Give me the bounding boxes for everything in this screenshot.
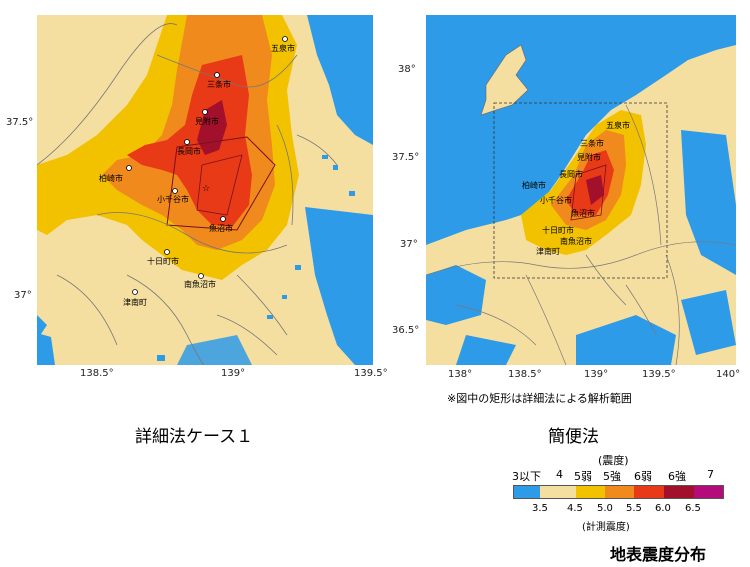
city-label-kashiwazaki: 柏崎市 xyxy=(522,181,546,190)
right-map-caption: 簡便法 xyxy=(548,427,599,447)
legend-boundary-4-5: 4.5 xyxy=(567,503,583,514)
city-label-sanjo: 三条市 xyxy=(580,139,604,148)
left-map-caption: 詳細法ケース１ xyxy=(135,427,254,447)
city-label-mitsuke: 見附市 xyxy=(577,153,601,162)
right-xtick-139: 139° xyxy=(584,369,609,380)
right-ytick-36-5: 36.5° xyxy=(392,325,420,336)
city-label-minamiuonuma: 南魚沼市 xyxy=(184,280,216,289)
right-xtick-139-5: 139.5° xyxy=(642,369,676,380)
legend-boundary-5-5: 5.5 xyxy=(626,503,642,514)
city-label-tokamachi: 十日町市 xyxy=(542,226,574,235)
legend-swatch-6-upper xyxy=(664,486,694,498)
legend-boundary-3-5: 3.5 xyxy=(532,503,548,514)
legend-measured-intensity-label: (計測震度) xyxy=(582,522,630,533)
city-label-nagaoka: 長岡市 xyxy=(559,170,583,179)
legend-swatch-5-lower xyxy=(576,486,605,498)
legend-swatch-5-upper xyxy=(605,486,634,498)
legend-boundary-5-0: 5.0 xyxy=(597,503,613,514)
city-label-tsunan: 津南町 xyxy=(123,298,147,307)
legend-color-bar xyxy=(513,485,724,499)
figure-title: 地表震度分布 xyxy=(610,545,707,564)
right-xtick-138-5: 138.5° xyxy=(508,369,542,380)
legend-label-6-upper: 6強 xyxy=(668,470,686,483)
legend-label-6-lower: 6弱 xyxy=(634,470,652,483)
legend-boundary-6-5: 6.5 xyxy=(685,503,701,514)
city-label-ojiya: 小千谷市 xyxy=(540,196,572,205)
legend-swatch-7 xyxy=(694,486,723,498)
city-label-ojiya: 小千谷市 xyxy=(157,195,189,204)
city-label-kashiwazaki: 柏崎市 xyxy=(99,174,123,183)
legend-swatch-3-or-less xyxy=(514,486,540,498)
legend-label-5-lower: 5弱 xyxy=(574,470,592,483)
left-xtick-139: 139° xyxy=(221,368,246,379)
city-label-gosen: 五泉市 xyxy=(271,44,295,53)
left-ytick-37-5: 37.5° xyxy=(6,117,34,128)
city-label-gosen: 五泉市 xyxy=(606,121,630,130)
right-ytick-37-5: 37.5° xyxy=(392,152,420,163)
legend-label-5-upper: 5強 xyxy=(603,470,621,483)
city-label-tokamachi: 十日町市 xyxy=(147,257,179,266)
left-ytick-37: 37° xyxy=(14,290,32,301)
city-label-mitsuke: 見附市 xyxy=(195,117,219,126)
svg-text:☆: ☆ xyxy=(202,184,210,194)
left-map: 五泉市 三条市 見附市 長岡市 柏崎市 小千谷市 魚沼市 十日町市 南魚沼市 津… xyxy=(37,15,373,365)
legend-label-4: 4 xyxy=(556,468,563,481)
legend-boundary-6-0: 6.0 xyxy=(655,503,671,514)
city-label-sanjo: 三条市 xyxy=(207,80,231,89)
city-label-uonuma: 魚沼市 xyxy=(571,209,595,218)
city-label-minamiuonuma: 南魚沼市 xyxy=(560,237,592,246)
right-xtick-140: 140° xyxy=(716,369,741,380)
left-xtick-139-5: 139.5° xyxy=(354,368,388,379)
city-label-uonuma: 魚沼市 xyxy=(209,224,233,233)
left-xtick-138-5: 138.5° xyxy=(80,368,114,379)
city-label-nagaoka: 長岡市 xyxy=(177,147,201,156)
legend-label-3-or-less: 3以下 xyxy=(512,470,541,483)
legend-swatch-6-lower xyxy=(634,486,664,498)
city-label-tsunan: 津南町 xyxy=(536,247,560,256)
right-ytick-37: 37° xyxy=(400,239,418,250)
legend-swatch-4 xyxy=(540,486,576,498)
legend-label-7: 7 xyxy=(707,468,714,481)
legend-intensity-header: (震度) xyxy=(598,454,629,467)
right-ytick-38: 38° xyxy=(398,64,416,75)
right-xtick-138: 138° xyxy=(448,369,473,380)
analysis-range-note: ※図中の矩形は詳細法による解析範囲 xyxy=(447,392,632,405)
right-map: 五泉市 三条市 見附市 長岡市 柏崎市 小千谷市 魚沼市 十日町市 南魚沼市 津… xyxy=(426,15,736,365)
